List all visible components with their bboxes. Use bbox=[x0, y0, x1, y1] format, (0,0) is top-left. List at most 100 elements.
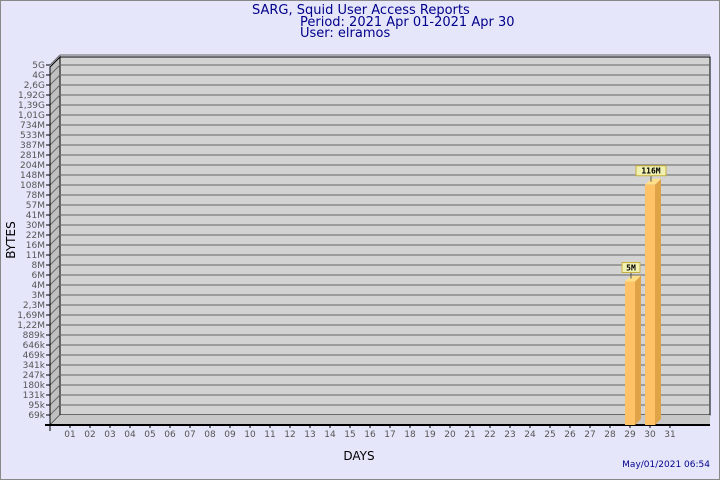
gridline-wall bbox=[49, 154, 61, 166]
x-tick-label: 18 bbox=[404, 430, 416, 440]
y-tick-label: 180k bbox=[23, 381, 46, 391]
gridline-wall bbox=[49, 104, 61, 116]
x-tick-label: 19 bbox=[424, 430, 436, 440]
gridline-wall bbox=[49, 94, 61, 106]
y-tick-label: 16M bbox=[26, 241, 45, 251]
y-tick-label: 131k bbox=[23, 391, 46, 401]
x-tick-label: 12 bbox=[284, 430, 295, 440]
timestamp: May/01/2021 06:54 bbox=[622, 460, 710, 470]
chart-user: User: elramos bbox=[300, 26, 391, 41]
gridline-wall bbox=[49, 364, 61, 376]
y-tick-label: 108M bbox=[20, 181, 45, 191]
gridline-wall bbox=[49, 184, 61, 196]
x-tick-label: 26 bbox=[564, 430, 576, 440]
bar-day-30: 116M bbox=[635, 165, 667, 425]
gridline-wall bbox=[49, 344, 61, 356]
x-tick-label: 05 bbox=[144, 430, 155, 440]
y-tick-label: 889k bbox=[23, 331, 46, 341]
x-tick-label: 21 bbox=[464, 430, 475, 440]
x-tick-label: 03 bbox=[104, 430, 115, 440]
gridline-wall bbox=[49, 204, 61, 216]
gridline-wall bbox=[49, 234, 61, 246]
x-tick-label: 04 bbox=[124, 430, 136, 440]
y-tick-label: 69k bbox=[28, 411, 45, 421]
gridline-wall bbox=[49, 314, 61, 326]
y-tick-label: 3M bbox=[32, 291, 46, 301]
y-tick-label: 469k bbox=[23, 351, 46, 361]
gridline-wall bbox=[49, 54, 61, 66]
y-tick-label: 4G bbox=[32, 71, 45, 81]
gridline-wall bbox=[49, 354, 61, 366]
x-tick-label: 25 bbox=[544, 430, 555, 440]
x-tick-label: 08 bbox=[204, 430, 216, 440]
y-tick-label: 1,69M bbox=[17, 311, 45, 321]
x-tick-label: 13 bbox=[304, 430, 315, 440]
x-tick-label: 09 bbox=[224, 430, 236, 440]
x-axis-label: DAYS bbox=[343, 449, 374, 463]
x-tick-label: 31 bbox=[664, 430, 675, 440]
gridline-wall bbox=[49, 244, 61, 256]
gridline-wall bbox=[49, 164, 61, 176]
grid bbox=[45, 54, 711, 431]
gridline-wall bbox=[49, 384, 61, 396]
data-label: 116M bbox=[641, 167, 660, 176]
y-ticks: 5G4G2,6G1,92G1,39G1,01G734M533M387M281M2… bbox=[17, 61, 50, 421]
x-tick-label: 17 bbox=[384, 430, 395, 440]
x-tick-label: 24 bbox=[524, 430, 536, 440]
gridline-wall bbox=[49, 224, 61, 236]
y-tick-label: 2,6G bbox=[24, 81, 45, 91]
y-tick-label: 8M bbox=[32, 261, 46, 271]
x-tick-label: 23 bbox=[504, 430, 515, 440]
y-tick-label: 22M bbox=[26, 231, 45, 241]
bar-side bbox=[655, 178, 661, 425]
gridline-wall bbox=[49, 394, 61, 406]
data-label-box bbox=[635, 165, 667, 177]
data-label: 5M bbox=[626, 263, 636, 272]
gridline-wall bbox=[49, 134, 61, 146]
y-tick-label: 204M bbox=[20, 161, 45, 171]
y-tick-label: 6M bbox=[32, 271, 46, 281]
chart-title: SARG, Squid User Access Reports bbox=[252, 3, 470, 18]
y-tick-label: 41M bbox=[26, 211, 45, 221]
x-tick-label: 01 bbox=[64, 430, 75, 440]
x-tick-label: 06 bbox=[164, 430, 176, 440]
gridline-wall bbox=[49, 84, 61, 96]
x-tick-label: 28 bbox=[604, 430, 616, 440]
gridline-wall bbox=[49, 74, 61, 86]
y-tick-label: 2,3M bbox=[23, 301, 45, 311]
plot-floor bbox=[50, 415, 710, 425]
y-tick-label: 148M bbox=[20, 171, 45, 181]
y-tick-label: 11M bbox=[26, 251, 45, 261]
bars: 5M 116M bbox=[621, 165, 667, 425]
y-tick-label: 78M bbox=[26, 191, 45, 201]
gridline-wall bbox=[49, 374, 61, 386]
y-tick-label: 95k bbox=[28, 401, 45, 411]
gridline-wall bbox=[49, 174, 61, 186]
y-tick-label: 1,39G bbox=[18, 101, 45, 111]
y-tick-label: 646k bbox=[23, 341, 46, 351]
x-tick-label: 16 bbox=[364, 430, 376, 440]
x-tick-label: 07 bbox=[184, 430, 195, 440]
gridline-wall bbox=[49, 124, 61, 136]
gridline-wall bbox=[49, 254, 61, 266]
x-tick-label: 22 bbox=[484, 430, 495, 440]
y-tick-label: 1,92G bbox=[18, 91, 45, 101]
x-tick-label: 29 bbox=[624, 430, 636, 440]
y-tick-label: 281M bbox=[20, 151, 45, 161]
x-ticks: 01 02 03 04 05 06 07 08 09 10 11 12 13 14 15 16 17 18 19 20… bbox=[64, 425, 676, 440]
bar-front bbox=[645, 184, 655, 425]
y-tick-label: 734M bbox=[20, 121, 45, 131]
y-tick-label: 57M bbox=[26, 201, 45, 211]
x-tick-label: 27 bbox=[584, 430, 595, 440]
bar-day-29: 5M bbox=[621, 261, 641, 425]
y-tick-label: 1,01G bbox=[18, 111, 45, 121]
y-tick-label: 4M bbox=[32, 281, 46, 291]
gridline-wall bbox=[49, 324, 61, 336]
gridline-wall bbox=[49, 114, 61, 126]
gridline-wall bbox=[49, 294, 61, 306]
chart-subtitle: Period: 2021 Apr 01-2021 Apr 30 bbox=[300, 15, 515, 30]
y-tick-label: 30M bbox=[26, 221, 45, 231]
x-tick-label: 10 bbox=[244, 430, 256, 440]
y-tick-label: 5G bbox=[32, 61, 45, 71]
